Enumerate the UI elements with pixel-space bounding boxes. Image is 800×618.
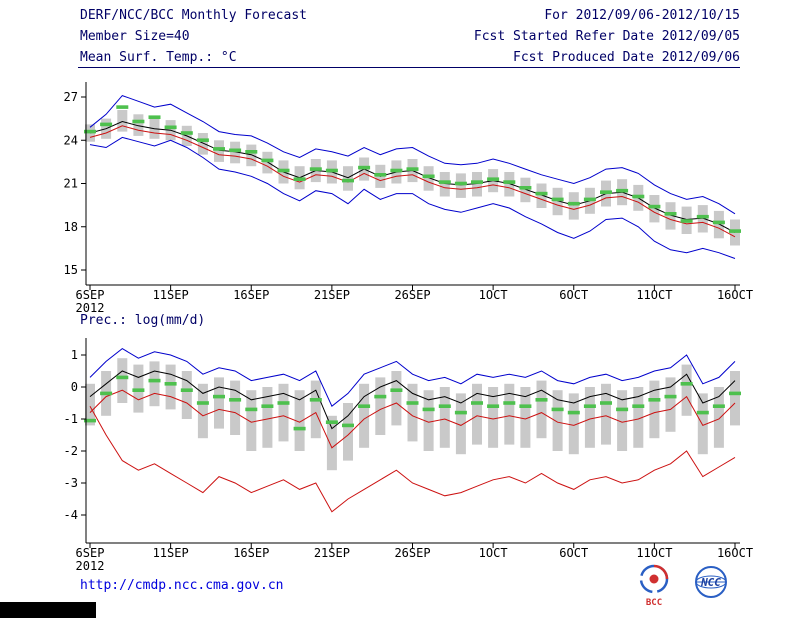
header-divider: [78, 67, 740, 68]
header-right: For 2012/09/06-2012/10/15 Fcst Started R…: [474, 5, 740, 68]
y-tick-label: 15: [64, 263, 78, 277]
ncc-logo: NCC: [695, 566, 727, 598]
ensemble-min-line: [89, 405, 736, 513]
ensemble-mean-line: [89, 370, 736, 430]
ncc-logo-label: NCC: [700, 576, 721, 589]
page-title: DERF/NCC/BCC Monthly Forecast: [80, 8, 307, 23]
refer-date: Fcst Started Refer Date 2012/09/05: [473, 29, 740, 44]
cmdp-url-link[interactable]: http://cmdp.ncc.cma.gov.cn: [80, 578, 284, 593]
x-tick-label: 21SEP: [314, 546, 350, 560]
x-tick-label: 21SEP: [314, 288, 350, 302]
y-tick-label: 21: [64, 177, 78, 191]
x-tick-label: 11OCT: [636, 546, 672, 560]
x-tick-label: 16SEP: [233, 288, 269, 302]
observation-marks: [84, 105, 741, 233]
observation-marks: [84, 375, 741, 431]
precip-chart-title: Prec.: log(mm/d): [80, 313, 206, 328]
y-tick-label: -3: [64, 476, 78, 490]
x-tick-label: 11SEP: [153, 288, 189, 302]
bcc-logo: BCC: [639, 564, 669, 608]
produced-date: Fcst Produced Date 2012/09/06: [513, 50, 740, 65]
x-tick-label: 11SEP: [153, 546, 189, 560]
footer-logos: BCC NCC: [639, 564, 727, 608]
y-tick-label: 18: [64, 220, 78, 234]
bcc-logo-label: BCC: [646, 598, 662, 608]
temp-chart-title: Mean Surf. Temp.: °C: [80, 50, 237, 65]
x-tick-label: 6SEP: [76, 288, 105, 302]
x-tick-label: 6SEP: [76, 546, 105, 560]
x-tick-label: 26SEP: [394, 546, 430, 560]
x-tick-sublabel: 2012: [76, 301, 105, 315]
y-tick-label: 27: [64, 90, 78, 104]
y-tick-label: 24: [64, 133, 78, 147]
y-tick-label: 0: [71, 380, 78, 394]
control-run-line: [89, 389, 736, 449]
grads-credit-strip: GrADS: COLA/IGES: [0, 602, 96, 618]
forecast-period: For 2012/09/06-2012/10/15: [544, 8, 740, 23]
member-spread-bars: [85, 110, 740, 246]
ensemble-max-line: [89, 347, 736, 407]
x-tick-label: 16SEP: [233, 546, 269, 560]
ensemble-max-line: [89, 95, 736, 215]
y-tick-label: -4: [64, 508, 78, 522]
x-tick-label: 1OCT: [479, 546, 508, 560]
x-tick-label: 6OCT: [559, 546, 588, 560]
member-spread-bars: [85, 358, 740, 471]
x-tick-label: 11OCT: [636, 288, 672, 302]
member-size-label: Member Size=40: [80, 29, 190, 44]
ensemble-min-line: [89, 136, 736, 259]
header-left: DERF/NCC/BCC Monthly Forecast Member Siz…: [80, 5, 307, 68]
x-tick-sublabel: 2012: [76, 559, 105, 573]
x-tick-label: 6OCT: [559, 288, 588, 302]
x-tick-label: 16OCT: [717, 288, 753, 302]
x-tick-label: 26SEP: [394, 288, 430, 302]
y-tick-label: 1: [71, 348, 78, 362]
y-tick-label: -2: [64, 444, 78, 458]
control-run-line: [89, 125, 736, 238]
x-tick-label: 1OCT: [479, 288, 508, 302]
x-tick-label: 16OCT: [717, 546, 753, 560]
y-tick-label: -1: [64, 412, 78, 426]
